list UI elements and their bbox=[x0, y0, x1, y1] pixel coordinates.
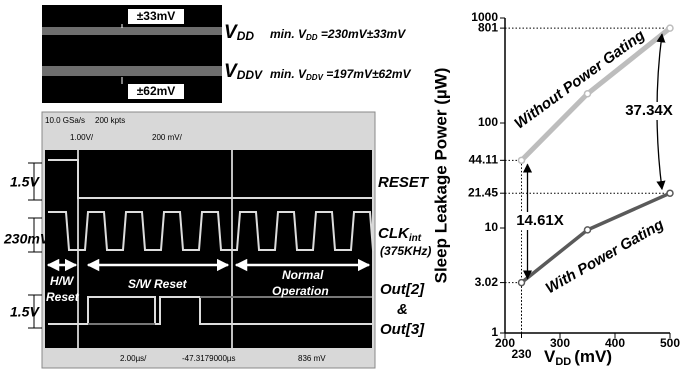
phase-label: Normal bbox=[282, 268, 324, 282]
data-point bbox=[519, 280, 525, 286]
data-point bbox=[667, 190, 673, 196]
label-sub: DDV bbox=[237, 68, 263, 82]
y-tick-label: 21.45 bbox=[468, 185, 498, 199]
label-main: CLK bbox=[378, 225, 410, 242]
label-main: V bbox=[544, 347, 556, 366]
toolbar-text: 10.0 GSa/s bbox=[45, 116, 85, 125]
signal-label: CLKint bbox=[378, 225, 422, 244]
scope-screen bbox=[45, 150, 372, 348]
data-point bbox=[667, 25, 673, 31]
data-point bbox=[585, 91, 591, 97]
vdd-trace bbox=[42, 27, 222, 35]
phase-label: H/W bbox=[50, 274, 75, 288]
vdd-note: min. VDD =230mV±33mV bbox=[270, 27, 406, 42]
y-tick-label: 3.02 bbox=[475, 275, 499, 289]
label-sub: DD bbox=[237, 29, 255, 43]
top-scope: ±33mV ±62mV bbox=[42, 5, 222, 103]
toolbar-text: -47.3179000µs bbox=[182, 354, 236, 363]
y-axis-label: Sleep Leakage Power (µW) bbox=[431, 68, 450, 284]
y-tick-label: 100 bbox=[478, 115, 498, 129]
vddv-trace bbox=[42, 66, 222, 76]
annotation: 14.61X bbox=[516, 212, 564, 229]
scale-label: 1.5V bbox=[10, 304, 40, 320]
signal-label: Out[3] bbox=[380, 321, 425, 338]
y-tick-label: 1000 bbox=[471, 10, 498, 24]
figure: ±33mV ±62mV VDD min. VDD =230mV±33mV VDD… bbox=[0, 0, 687, 371]
phase-label: Operation bbox=[272, 284, 329, 298]
signal-label: RESET bbox=[378, 174, 430, 191]
signal-label: & bbox=[397, 301, 408, 318]
annotation: 37.34X bbox=[625, 102, 673, 119]
vddv-note: min. VDDV =197mV±62mV bbox=[270, 67, 412, 82]
note-text: min. V bbox=[270, 67, 307, 81]
y-tick-label: 44.11 bbox=[469, 152, 499, 166]
ripple-label: ±33mV bbox=[137, 9, 176, 23]
x-axis-label: VDD(mV) bbox=[544, 347, 612, 367]
signal-label: Out[2] bbox=[380, 281, 425, 298]
y-tick-label: 10 bbox=[485, 220, 499, 234]
label-sub: int bbox=[409, 233, 422, 244]
toolbar-text: 200 kpts bbox=[95, 116, 125, 125]
bottom-scope bbox=[42, 112, 375, 368]
data-point bbox=[585, 227, 591, 233]
note-sub: DD bbox=[306, 33, 318, 42]
x-tick-label: 500 bbox=[660, 336, 680, 350]
vddv-label: VDDV bbox=[224, 61, 263, 82]
vdd-label: VDD bbox=[224, 22, 254, 43]
scale-label: 1.5V bbox=[10, 174, 40, 190]
toolbar-text: 836 mV bbox=[298, 354, 326, 363]
phase-label: S/W Reset bbox=[128, 277, 188, 291]
toolbar-text: 200 mV/ bbox=[152, 133, 183, 142]
data-point bbox=[519, 157, 525, 163]
toolbar-text: 2.00µs/ bbox=[120, 354, 147, 363]
label-sub: DD bbox=[555, 356, 571, 368]
ripple-label: ±62mV bbox=[137, 84, 176, 98]
note-text: min. V bbox=[270, 27, 307, 41]
note-text: =230mV±33mV bbox=[318, 27, 407, 41]
page: { "scope": { "top": { "ripple_vdd": "±33… bbox=[0, 0, 687, 371]
phase-label: Reset bbox=[46, 290, 80, 304]
label-unit: (mV) bbox=[574, 347, 612, 366]
toolbar-text: 1.00V/ bbox=[70, 133, 94, 142]
scale-label: 230mV bbox=[3, 231, 51, 247]
note-text: =197mV±62mV bbox=[323, 67, 412, 81]
signal-note: (375KHz) bbox=[380, 244, 431, 258]
note-sub: DDV bbox=[306, 73, 324, 82]
x-tick-label: 230 bbox=[511, 347, 531, 361]
